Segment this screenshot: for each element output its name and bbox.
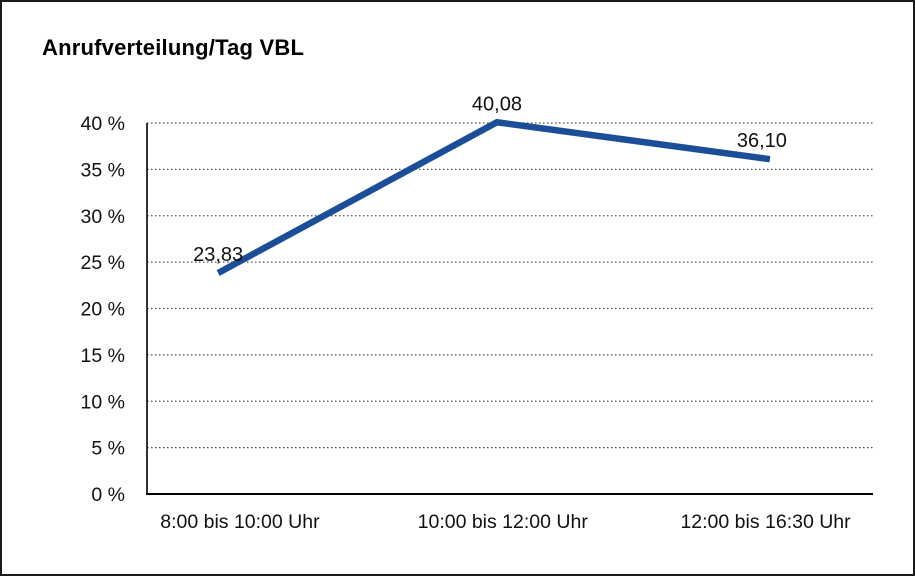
x-category-label: 12:00 bis 16:30 Uhr — [680, 511, 851, 533]
y-tick-label: 25 % — [81, 252, 125, 274]
chart-title: Anrufverteilung/Tag VBL — [42, 35, 305, 60]
y-tick-label: 0 % — [91, 484, 125, 506]
y-tick-label: 15 % — [81, 345, 125, 367]
y-tick-label: 40 % — [81, 113, 125, 135]
data-point-label: 36,10 — [737, 130, 787, 152]
y-tick-label: 20 % — [81, 299, 125, 321]
data-point-label: 23,83 — [193, 244, 243, 266]
x-category-label: 10:00 bis 12:00 Uhr — [418, 511, 589, 533]
x-category-label: 8:00 bis 10:00 Uhr — [160, 511, 320, 533]
y-tick-label: 10 % — [81, 391, 125, 413]
y-tick-label: 5 % — [91, 438, 125, 460]
series-line — [216, 118, 771, 276]
data-point-label: 40,08 — [472, 93, 522, 115]
y-tick-label: 35 % — [81, 159, 125, 181]
y-tick-label: 30 % — [81, 206, 125, 228]
